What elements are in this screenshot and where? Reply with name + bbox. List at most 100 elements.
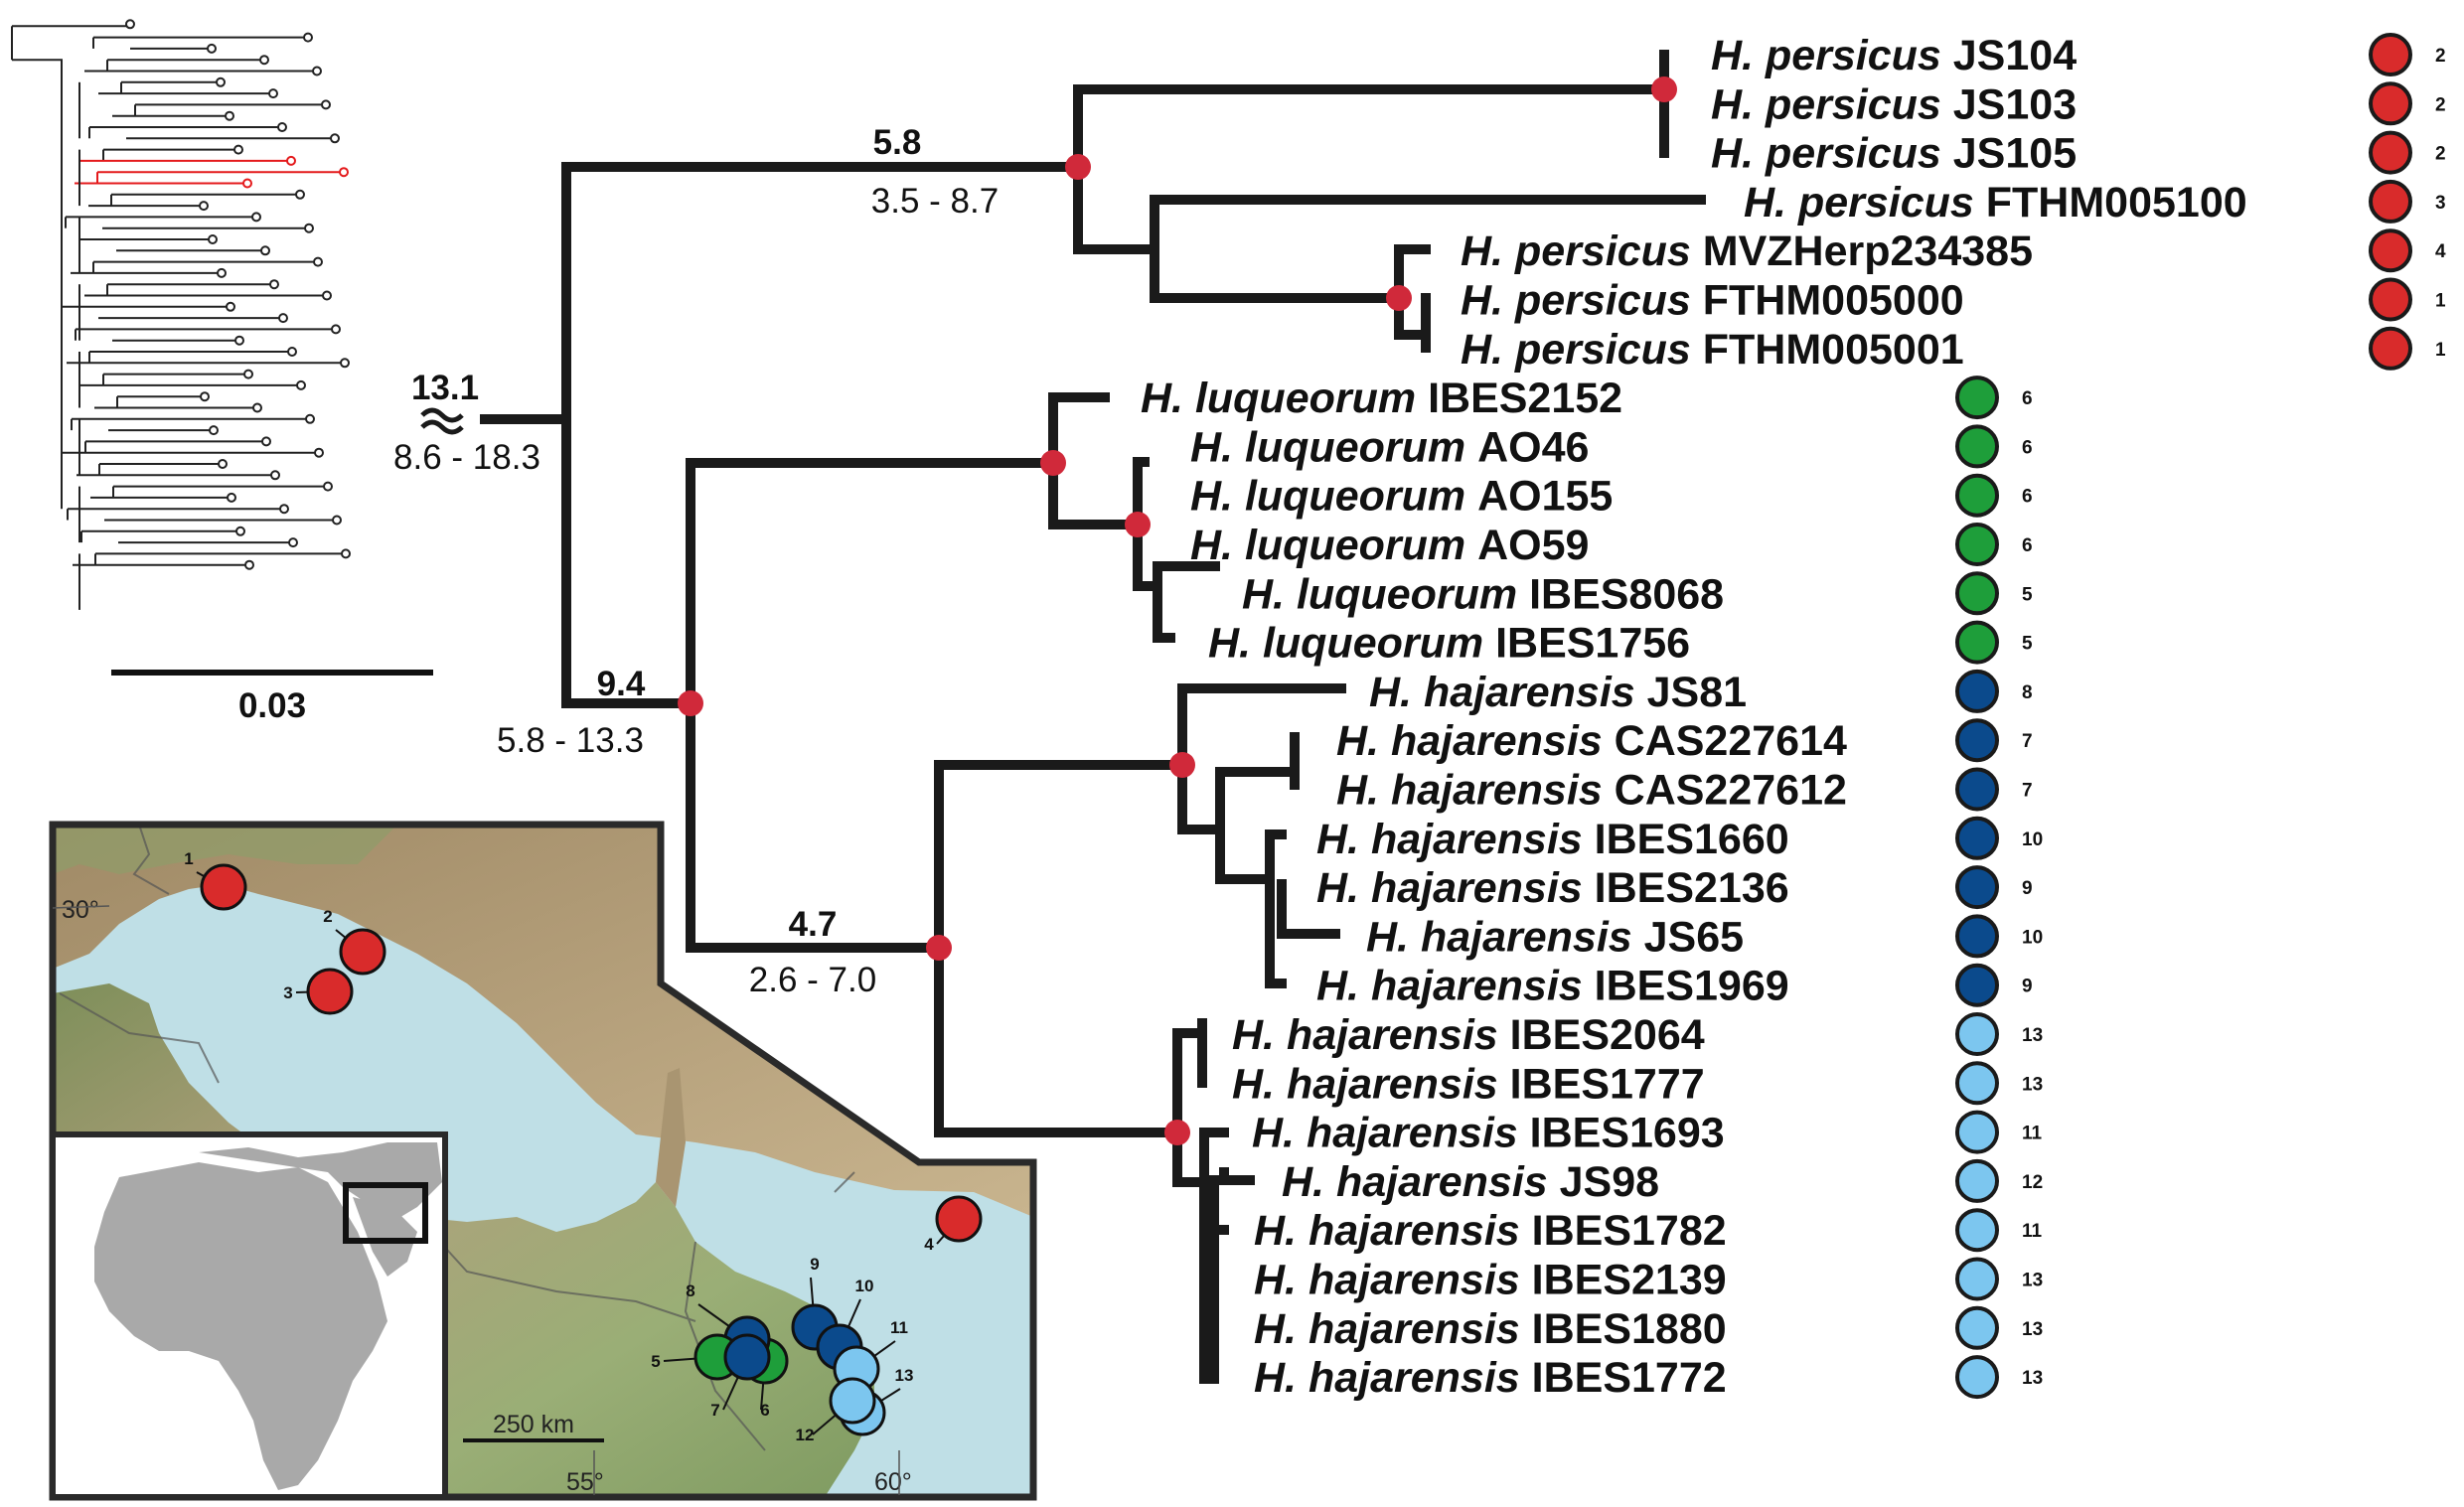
- inset-tip-icon: [286, 155, 296, 166]
- land-north: [53, 825, 1033, 1217]
- specimen-id: IBES2139: [1532, 1257, 1727, 1304]
- tree-branch: [1215, 767, 1300, 884]
- locality-number: 13: [2022, 1271, 2043, 1291]
- species-name: H. hajarensis: [1254, 1354, 1532, 1402]
- specimen-id: MVZHerp234385: [1703, 227, 2033, 275]
- locality-marker: [1955, 571, 1999, 616]
- age-hajarensis-hpd: 2.6 - 7.0: [749, 961, 876, 999]
- inset-tip-icon: [331, 324, 341, 335]
- locality-marker: [2369, 326, 2412, 371]
- locality-number: 13: [2022, 1368, 2043, 1389]
- map-locality-label: 2: [323, 907, 332, 926]
- species-name: H. persicus: [1711, 130, 1953, 178]
- locality-number: 6: [2022, 437, 2033, 458]
- age-root-mean: 13.1: [411, 369, 479, 407]
- taxon-label: H. hajarensis IBES1772: [1254, 1354, 1727, 1402]
- species-name: H. persicus: [1461, 277, 1703, 325]
- inset-tip-icon: [341, 548, 351, 559]
- lon-label-55: 55°: [566, 1468, 604, 1496]
- age-persicus-hpd: 3.5 - 8.7: [871, 182, 999, 221]
- map-locality-point: [306, 968, 354, 1015]
- eurasia-shape: [199, 1142, 442, 1222]
- inset-tip-icon: [252, 402, 262, 413]
- inset-tip-icon: [207, 43, 217, 54]
- locality-marker: [1955, 620, 1999, 665]
- lat-line: [52, 905, 110, 909]
- species-name: H. luqueorum: [1190, 473, 1477, 521]
- inset-tip-icon: [303, 32, 313, 43]
- locality-marker: [1955, 523, 1999, 566]
- locality-marker: [1955, 424, 1999, 469]
- locality-marker: [1955, 865, 1999, 910]
- species-name: H. luqueorum: [1190, 522, 1477, 569]
- taxon-label: H. luqueorum IBES8068: [1242, 570, 1724, 618]
- specimen-id: CAS227614: [1615, 717, 1847, 765]
- locality-marker: [1955, 816, 1999, 860]
- locality-number: 10: [2022, 927, 2043, 948]
- inset-tip-icon: [312, 66, 322, 76]
- inset-tip-icon: [227, 492, 236, 503]
- inset-tip-icon: [125, 19, 135, 30]
- tree-branch: [1265, 829, 1287, 988]
- locality-marker: [1955, 963, 1999, 1007]
- locality-number: 9: [2022, 878, 2033, 899]
- locality-number: 11: [2022, 1124, 2043, 1144]
- node-marker: [1040, 450, 1066, 476]
- species-name: H. luqueorum: [1190, 423, 1477, 471]
- inset-tip-icon: [305, 413, 315, 424]
- specimen-id: IBES2064: [1510, 1011, 1705, 1059]
- map-locality-label: 9: [810, 1255, 819, 1274]
- inset-tip-icon: [199, 201, 209, 212]
- locality-marker: [2369, 277, 2412, 322]
- taxon-label: H. hajarensis IBES1777: [1232, 1060, 1705, 1108]
- inset-tip-icon: [251, 212, 261, 223]
- taxon-label: H. hajarensis JS65: [1366, 913, 1744, 961]
- inset-tip-icon: [226, 301, 235, 312]
- locality-marker: [1955, 718, 1999, 763]
- locality-marker: [1955, 767, 1999, 812]
- taxon-label: H. luqueorum IBES1756: [1208, 620, 1690, 668]
- specimen-id: JS105: [1953, 130, 2077, 178]
- locality-marker: [1955, 1012, 1999, 1056]
- node-marker: [926, 935, 952, 961]
- tree-branch: [1153, 561, 1220, 643]
- inset-tip-icon: [314, 447, 324, 458]
- specimen-id: IBES1772: [1532, 1354, 1727, 1402]
- locality-number: 6: [2022, 487, 2033, 508]
- inset-tree-scale: 0.03: [111, 670, 433, 725]
- locality-number: 10: [2022, 829, 2043, 850]
- locality-marker: [1955, 1061, 1999, 1106]
- axis-break-upper: [420, 407, 464, 423]
- locality-marker: [1955, 1158, 1999, 1203]
- tree-branch: [1150, 195, 1706, 303]
- specimen-id: FTHM005100: [1986, 179, 2247, 226]
- node-marker: [678, 690, 703, 716]
- inset-tip-icon: [313, 256, 323, 267]
- species-name: H. luqueorum: [1208, 620, 1495, 668]
- map-locality-point: [935, 1195, 983, 1243]
- inset-tip-icon: [296, 379, 306, 390]
- locality-number: 7: [2022, 731, 2033, 752]
- locality-number: 3: [2435, 193, 2446, 214]
- map-locality-label: 1: [184, 849, 193, 868]
- inset-tip-icon: [243, 369, 253, 379]
- map-locality-label: 10: [855, 1277, 874, 1295]
- map-locality-label: 11: [890, 1318, 908, 1337]
- age-luq-haj-mean: 9.4: [597, 665, 646, 703]
- locality-number: 2: [2435, 94, 2446, 115]
- locality-number: 9: [2022, 977, 2033, 997]
- taxon-label: H. persicus FTHM005100: [1744, 179, 2247, 226]
- age-hajarensis-mean: 4.7: [789, 905, 838, 944]
- map-locality-point: [339, 928, 386, 976]
- inset-tip-icon: [208, 234, 218, 244]
- specimen-id: JS103: [1953, 80, 2077, 128]
- locality-number: 11: [2022, 1221, 2043, 1242]
- specimen-id: JS81: [1647, 669, 1747, 716]
- inset-tip-icon: [295, 189, 305, 200]
- inset-tip-icon: [261, 436, 271, 447]
- map-locality-label: 5: [651, 1352, 660, 1371]
- locality-marker: [1955, 1110, 1999, 1154]
- specimen-id: AO155: [1477, 473, 1613, 521]
- taxon-label: H. luqueorum IBES2152: [1141, 375, 1622, 422]
